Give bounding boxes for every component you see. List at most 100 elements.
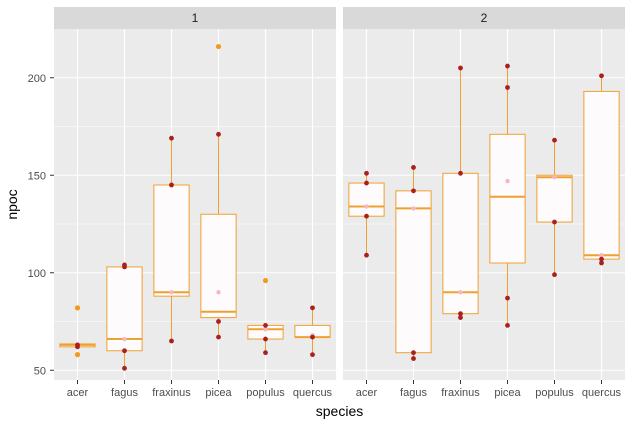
data-point xyxy=(411,350,416,356)
x-tick-label: populus xyxy=(246,387,285,399)
facet-strip xyxy=(54,7,336,29)
data-point xyxy=(599,260,604,266)
box-acer xyxy=(348,170,385,258)
box-fagus xyxy=(395,165,432,361)
data-point xyxy=(364,252,369,258)
x-tick-label: picea xyxy=(205,387,232,399)
data-point xyxy=(263,350,268,356)
box-populus xyxy=(536,137,573,278)
data-point xyxy=(505,295,510,301)
mean-point xyxy=(364,204,369,209)
data-point xyxy=(505,85,510,90)
facet-strip xyxy=(343,7,625,29)
panel-background xyxy=(54,29,336,380)
facet-strip-label: 1 xyxy=(192,11,199,25)
data-point xyxy=(216,319,221,324)
facet-strip-label: 2 xyxy=(481,11,488,25)
data-point xyxy=(364,180,369,186)
data-point xyxy=(458,315,463,320)
x-tick-label: populus xyxy=(535,387,574,399)
box-iqr xyxy=(536,174,573,223)
outlier-point xyxy=(74,352,81,358)
mean-point xyxy=(169,290,174,295)
data-point xyxy=(599,73,604,79)
x-tick-label: quercus xyxy=(582,387,622,399)
x-tick-label: acer xyxy=(356,387,378,399)
mean-point xyxy=(458,290,463,295)
x-tick-label: fraxinus xyxy=(152,387,191,399)
box-iqr xyxy=(583,90,620,260)
facet-panel-2: 2 acer fagus fraxinus picea populus quercus xyxy=(343,7,625,399)
y-axis: 50 100 150 200 xyxy=(28,73,54,377)
data-point xyxy=(364,213,369,219)
data-point xyxy=(310,352,315,358)
data-point xyxy=(411,188,416,194)
x-tick-label: quercus xyxy=(293,387,333,399)
box-iqr xyxy=(153,184,190,297)
data-point xyxy=(411,356,416,361)
outlier-point xyxy=(262,277,269,284)
box-quercus xyxy=(294,305,331,358)
x-tick-label: fraxinus xyxy=(441,387,480,399)
mean-point xyxy=(552,175,557,180)
data-point xyxy=(364,170,369,176)
y-tick-label: 150 xyxy=(28,170,46,182)
data-point xyxy=(411,165,416,170)
facet-panel-1: 1 acer fagus fraxinus picea populus quercus xyxy=(54,7,336,399)
y-tick-label: 200 xyxy=(28,73,46,85)
box-iqr xyxy=(489,133,526,264)
data-point xyxy=(310,305,315,311)
x-tick-label: acer xyxy=(67,387,89,399)
mean-point xyxy=(216,290,221,295)
mean-point xyxy=(505,178,510,184)
box-picea xyxy=(489,63,526,328)
facet-panels: 1 acer fagus fraxinus picea populus quercus 2 ac… xyxy=(54,7,625,399)
data-point xyxy=(263,323,268,328)
mean-point xyxy=(122,336,127,342)
data-point xyxy=(458,311,463,317)
box-fraxinus xyxy=(153,135,190,344)
data-point xyxy=(505,63,510,69)
data-point xyxy=(552,219,557,225)
data-point xyxy=(122,365,127,371)
data-point xyxy=(216,334,221,340)
data-point xyxy=(263,336,268,342)
x-axis-title: species xyxy=(316,403,363,419)
box-picea xyxy=(200,43,237,340)
box-populus xyxy=(247,277,284,356)
outlier-point xyxy=(74,305,81,311)
y-axis-title: npoc xyxy=(4,189,20,219)
panel-background xyxy=(343,29,625,380)
box-acer xyxy=(59,305,96,358)
box-iqr xyxy=(200,213,237,319)
x-tick-label: fagus xyxy=(111,387,138,399)
data-point xyxy=(458,170,463,176)
box-quercus xyxy=(583,73,620,266)
box-fagus xyxy=(106,262,143,371)
x-tick-label: picea xyxy=(494,387,521,399)
mean-point xyxy=(263,327,268,332)
data-point xyxy=(505,323,510,328)
data-point xyxy=(458,65,463,71)
data-point xyxy=(169,182,174,188)
box-fraxinus xyxy=(442,65,479,320)
x-tick-label: fagus xyxy=(400,387,427,399)
data-point xyxy=(75,342,80,348)
data-point xyxy=(122,262,127,268)
mean-point xyxy=(599,253,604,258)
data-point xyxy=(310,334,315,340)
data-point xyxy=(552,272,557,278)
data-point xyxy=(599,256,604,262)
y-tick-label: 50 xyxy=(34,365,46,377)
data-point xyxy=(552,137,557,143)
y-tick-label: 100 xyxy=(28,268,46,280)
data-point xyxy=(122,348,127,354)
outlier-point xyxy=(215,43,222,50)
box-iqr xyxy=(348,182,385,217)
mean-point xyxy=(411,206,416,211)
data-point xyxy=(169,135,174,141)
data-point xyxy=(216,131,221,137)
box-iqr xyxy=(395,190,432,354)
data-point xyxy=(169,338,174,344)
